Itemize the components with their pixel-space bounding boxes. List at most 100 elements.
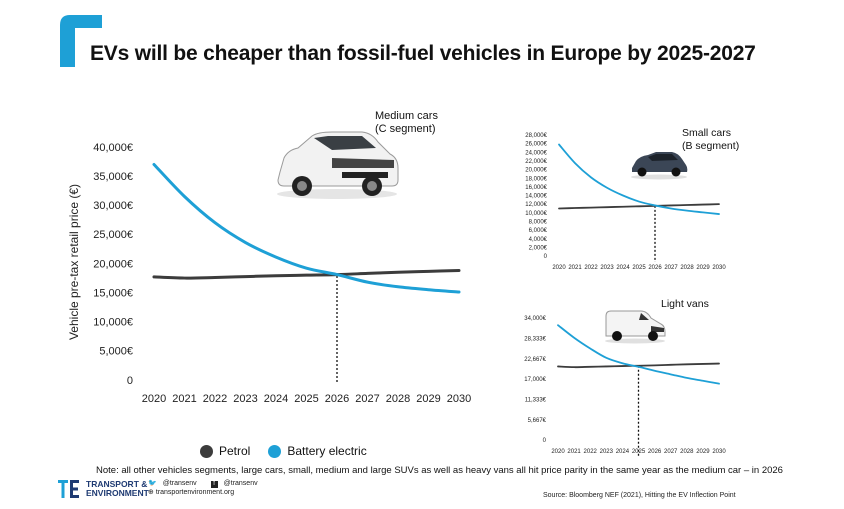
medium-car-icon (277, 131, 399, 199)
y-tick-label: 11,333€ (525, 397, 547, 403)
x-tick-label: 2021 (172, 393, 196, 405)
web-icon: ⊕ (148, 489, 154, 496)
legend-petrol-swatch (200, 444, 213, 458)
x-tick-label: 2027 (664, 449, 678, 455)
legend: Petrol Battery electric (200, 444, 367, 458)
brand-line2: ENVIRONMENT (86, 488, 149, 498)
x-tick-label: 2029 (696, 449, 710, 455)
brand-line1: TRANSPORT & (86, 479, 148, 489)
twitter-handle: @transenv (162, 480, 197, 487)
petrol-series-line (557, 362, 720, 369)
x-tick-label: 2024 (616, 449, 630, 455)
x-tick-label: 2028 (386, 393, 410, 405)
y-tick-label: 8,000€ (529, 220, 548, 226)
light-vans-title: Light vans (661, 298, 709, 311)
website-url: transportenvironment.org (155, 489, 235, 496)
social-links: 🐦 @transenv f @transenv ⊕ transportenvironm… (148, 479, 270, 497)
x-tick-label: 2025 (632, 449, 646, 455)
y-tick-label: 30,000€ (93, 200, 133, 212)
y-tick-label: 4,000€ (529, 237, 548, 243)
x-tick-label: 2020 (552, 265, 566, 271)
bev-series-line (152, 162, 461, 294)
x-tick-label: 2027 (664, 265, 678, 271)
y-tick-label: 5,667€ (528, 418, 547, 424)
bev-series-line (557, 324, 720, 385)
medium-cars-title-line2: (C segment) (375, 123, 436, 135)
source-note: Source: Bloomberg NEF (2021), Hitting th… (543, 492, 736, 499)
petrol-series-line (152, 268, 461, 280)
x-tick-label: 2030 (712, 449, 726, 455)
y-tick-label: 18,000€ (525, 176, 547, 182)
small-cars-title: Small cars (B segment) (682, 127, 739, 153)
y-tick-label: 0 (543, 438, 547, 444)
x-tick-label: 2022 (584, 449, 598, 455)
y-tick-label: 20,000€ (525, 168, 547, 174)
medium-cars-chart: 0 5,000€ 10,000€ 15,000€ 20,000€ 25,000€ 30,00… (67, 142, 471, 405)
x-tick-label: 2020 (142, 393, 166, 405)
footnote: Note: all other vehicles segments, large… (96, 465, 783, 476)
y-tick-label: 0 (544, 254, 548, 260)
y-axis-label: Vehicle pre-tax retail price (€) (67, 184, 81, 340)
medium-cars-title: Medium cars (C segment) (375, 110, 438, 136)
x-tick-label: 2029 (416, 393, 440, 405)
van-icon (605, 310, 666, 344)
y-tick-label: 6,000€ (529, 228, 548, 234)
facebook-handle: @transenv (223, 480, 258, 487)
x-tick-label: 2021 (567, 449, 581, 455)
brand-logo: TRANSPORT & ENVIRONMENT (58, 480, 149, 498)
title-accent-icon (60, 15, 102, 67)
y-tick-label: 16,000€ (525, 185, 547, 191)
x-tick-label: 2023 (600, 265, 614, 271)
x-tick-label: 2026 (648, 449, 662, 455)
y-tick-label: 28,333€ (524, 336, 546, 342)
legend-bev-swatch (268, 444, 282, 458)
light-vans-chart: 0 5,667€ 11,333€ 17,000€ 22,667€ 28,333€ 34,00… (524, 316, 726, 457)
te-logo-icon (58, 480, 79, 498)
website-link[interactable]: ⊕ transportenvironment.org (148, 488, 270, 497)
light-vans-title-line1: Light vans (661, 298, 709, 310)
x-tick-label: 2024 (616, 265, 630, 271)
x-tick-label: 2020 (551, 449, 565, 455)
y-tick-label: 26,000€ (525, 142, 547, 148)
y-tick-label: 24,000€ (525, 150, 547, 156)
x-tick-label: 2030 (712, 265, 726, 271)
small-cars-chart: 0 2,000€ 4,000€ 6,000€ 8,000€ 10,000€ 12,000€ 1… (525, 133, 726, 271)
y-tick-label: 20,000€ (93, 258, 133, 270)
small-cars-title-line2: (B segment) (682, 140, 740, 152)
x-tick-label: 2030 (447, 393, 471, 405)
legend-bev-label: Battery electric (287, 444, 367, 458)
y-tick-label: 2,000€ (529, 245, 548, 251)
small-car-icon (631, 152, 688, 180)
x-tick-label: 2021 (568, 265, 582, 271)
x-tick-label: 2025 (632, 265, 646, 271)
y-tick-label: 22,000€ (525, 159, 547, 165)
x-tick-label: 2024 (264, 393, 288, 405)
y-tick-label: 12,000€ (525, 202, 547, 208)
y-tick-label: 17,000€ (524, 377, 546, 383)
bev-series-line (558, 143, 720, 215)
facebook-link[interactable]: f @transenv (210, 480, 264, 488)
y-tick-label: 28,000€ (525, 133, 547, 139)
facebook-icon: f (210, 481, 218, 488)
x-tick-label: 2026 (325, 393, 349, 405)
y-tick-label: 40,000€ (93, 142, 133, 154)
y-tick-label: 10,000€ (93, 317, 133, 329)
y-tick-label: 5,000€ (99, 346, 133, 358)
y-tick-label: 34,000€ (524, 316, 546, 322)
x-tick-label: 2023 (600, 449, 614, 455)
x-tick-label: 2029 (696, 265, 710, 271)
legend-petrol-label: Petrol (219, 444, 251, 458)
twitter-link[interactable]: 🐦 @transenv (148, 480, 203, 487)
y-tick-label: 15,000€ (93, 287, 133, 299)
x-tick-label: 2025 (294, 393, 318, 405)
small-cars-title-line1: Small cars (682, 127, 732, 139)
y-tick-label: 14,000€ (525, 194, 547, 200)
x-tick-label: 2022 (584, 265, 598, 271)
y-tick-label: 25,000€ (93, 229, 133, 241)
x-tick-label: 2026 (648, 265, 662, 271)
y-tick-label: 0 (127, 375, 133, 387)
medium-cars-title-line1: Medium cars (375, 110, 438, 122)
page-title: EVs will be cheaper than fossil-fuel veh… (90, 42, 756, 65)
petrol-series-line (558, 203, 720, 210)
